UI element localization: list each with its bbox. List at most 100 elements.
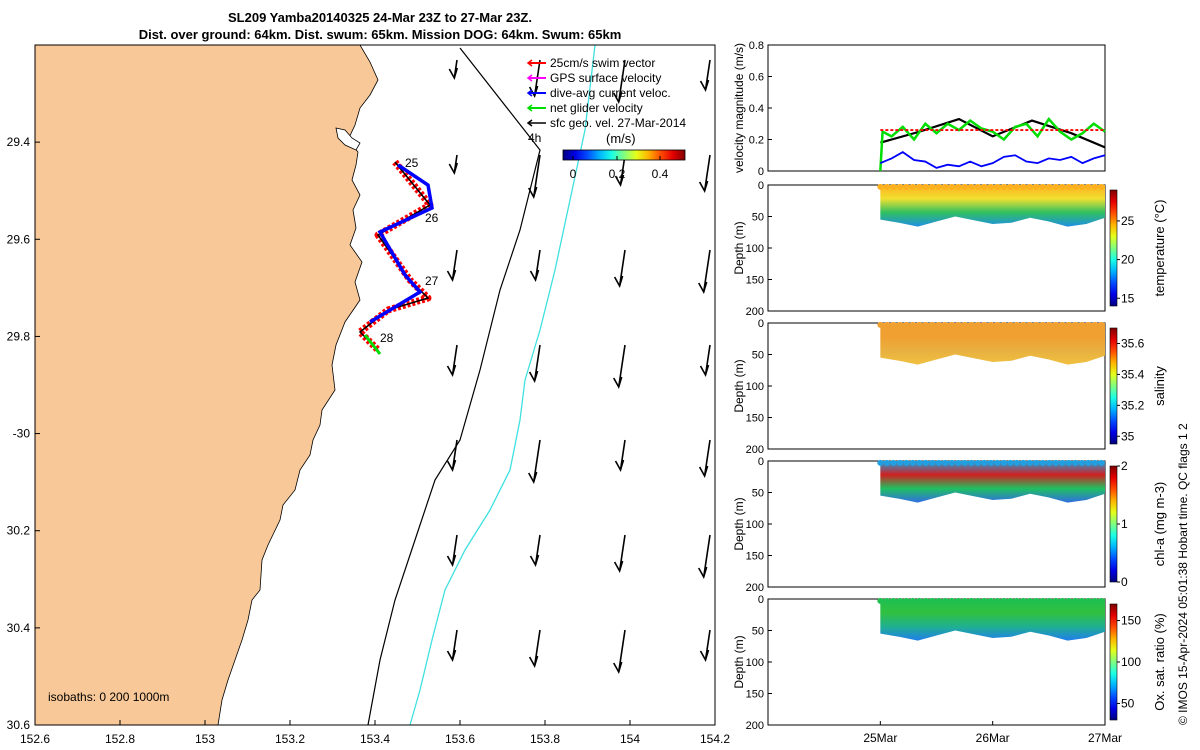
geo-velocity-arrowhead: [614, 174, 625, 188]
surface-dive-marker: [1007, 459, 1014, 466]
colorbar-tick-label: 25: [1121, 214, 1135, 228]
surface-dive-marker: [1059, 183, 1066, 190]
geo-velocity-arrowhead: [698, 566, 708, 580]
surface-dive-marker: [974, 597, 981, 604]
surface-dive-marker: [981, 459, 988, 466]
surface-dive-marker: [883, 459, 890, 466]
geo-velocity-arrow: [617, 59, 626, 103]
surface-dive-marker: [1007, 597, 1014, 604]
depth-tick-label: 200: [746, 582, 764, 594]
legend-entry-label: dive-avg current veloc.: [550, 86, 671, 100]
depth-tick-label: 100: [746, 657, 764, 669]
surface-dive-marker: [1085, 183, 1092, 190]
surface-dive-marker: [1052, 459, 1059, 466]
surface-dive-marker: [903, 597, 910, 604]
geo-velocity-arrowhead: [699, 79, 710, 93]
depth-tick-label: 0: [758, 180, 764, 192]
velocity-ytick-label: 0.6: [749, 72, 764, 84]
surface-dive-marker: [922, 597, 929, 604]
geo-velocity-arrow: [617, 629, 626, 673]
section-data-patch: [880, 461, 1105, 503]
colorbar-tick-label: 2: [1121, 459, 1128, 473]
geo-velocity-arrowhead: [529, 269, 540, 283]
surface-dive-marker: [981, 183, 988, 190]
isobath-1000m: [409, 44, 596, 726]
geo-velocity-arrowhead: [698, 180, 709, 194]
day-label: 28: [380, 331, 394, 345]
surface-dive-marker: [896, 183, 903, 190]
surface-dive-marker: [1033, 183, 1040, 190]
legend-arrowhead: [526, 104, 533, 112]
surface-dive-marker: [994, 459, 1001, 466]
surface-dive-marker: [1039, 321, 1046, 328]
surface-dive-marker: [1026, 597, 1033, 604]
surface-dive-marker: [1020, 459, 1027, 466]
surface-dive-marker: [948, 321, 955, 328]
surface-dive-marker: [1000, 597, 1007, 604]
surface-dive-marker: [1033, 597, 1040, 604]
surface-dive-marker: [1039, 597, 1046, 604]
lon-tick-label: 154: [620, 732, 640, 746]
surface-dive-marker: [1078, 321, 1085, 328]
surface-dive-marker: [1039, 459, 1046, 466]
surface-dive-marker: [974, 459, 981, 466]
depth-tick-label: 150: [746, 275, 764, 287]
lat-tick-label: 29.4: [7, 135, 31, 149]
legend-arrowhead: [526, 119, 533, 127]
surface-dive-marker: [896, 597, 903, 604]
surface-dive-marker: [968, 459, 975, 466]
current-velocity-track: [369, 163, 434, 324]
geo-velocity-arrow: [533, 344, 541, 382]
colorbar-tick-label: 100: [1121, 655, 1141, 669]
estuary-shape: [335, 127, 361, 151]
colorbar-tick-label: 1: [1121, 517, 1128, 531]
surface-dive-marker: [1091, 183, 1098, 190]
surface-dive-marker: [1059, 459, 1066, 466]
colorbar-tick-label: 50: [1121, 696, 1135, 710]
surface-dive-marker: [942, 459, 949, 466]
geo-velocity-arrow: [533, 629, 541, 667]
legend-arrowhead: [526, 74, 533, 82]
legend-entry-label: sfc geo. vel. 27-Mar-2014: [550, 116, 686, 130]
colorbar-tick-label: 35: [1121, 429, 1135, 443]
surface-dive-marker: [981, 321, 988, 328]
depth-axis-label: Depth (m): [732, 359, 746, 412]
surface-dive-marker: [1033, 321, 1040, 328]
surface-dive-marker: [1098, 459, 1105, 466]
colorbar-tick-label: 150: [1121, 614, 1141, 628]
geo-velocity-arrowhead: [528, 186, 538, 200]
surface-dive-marker: [968, 183, 975, 190]
geo-velocity-arrowhead: [446, 554, 457, 568]
geo-velocity-arrowhead: [613, 560, 624, 574]
surface-dive-marker: [961, 321, 968, 328]
surface-dive-marker: [961, 183, 968, 190]
depth-tick-label: 0: [758, 594, 764, 606]
surface-dive-marker: [1007, 183, 1014, 190]
colorbar-label-salinity: salinity: [1152, 366, 1167, 406]
geo-velocity-arrowhead: [613, 376, 623, 390]
surface-dive-marker: [877, 459, 884, 466]
legend-entry-label: GPS surface velocity: [550, 71, 661, 85]
section-colorbar: [1109, 327, 1118, 445]
surface-dive-marker: [1098, 321, 1105, 328]
geo-velocity-arrow: [532, 439, 541, 483]
surface-dive-marker: [896, 459, 903, 466]
depth-tick-label: 200: [746, 720, 764, 732]
surface-dive-marker: [1059, 321, 1066, 328]
surface-dive-marker: [987, 321, 994, 328]
lat-tick-label: 30.6: [7, 718, 31, 732]
velocity-panel-frame: [767, 44, 1106, 172]
lon-tick-label: 154.2: [700, 732, 730, 746]
depth-axis-label: Depth (m): [732, 497, 746, 550]
surface-dive-marker: [994, 597, 1001, 604]
surface-dive-marker: [909, 459, 916, 466]
surface-dive-marker: [974, 321, 981, 328]
surface-dive-marker: [1000, 459, 1007, 466]
surface-dive-marker: [955, 459, 962, 466]
surface-dive-marker: [1078, 597, 1085, 604]
geo-velocity-arrow: [703, 154, 711, 192]
surface-dive-marker: [948, 459, 955, 466]
surface-dive-marker: [1026, 459, 1033, 466]
geo-velocity-arrowhead: [448, 162, 459, 176]
surface-dive-marker: [922, 321, 929, 328]
